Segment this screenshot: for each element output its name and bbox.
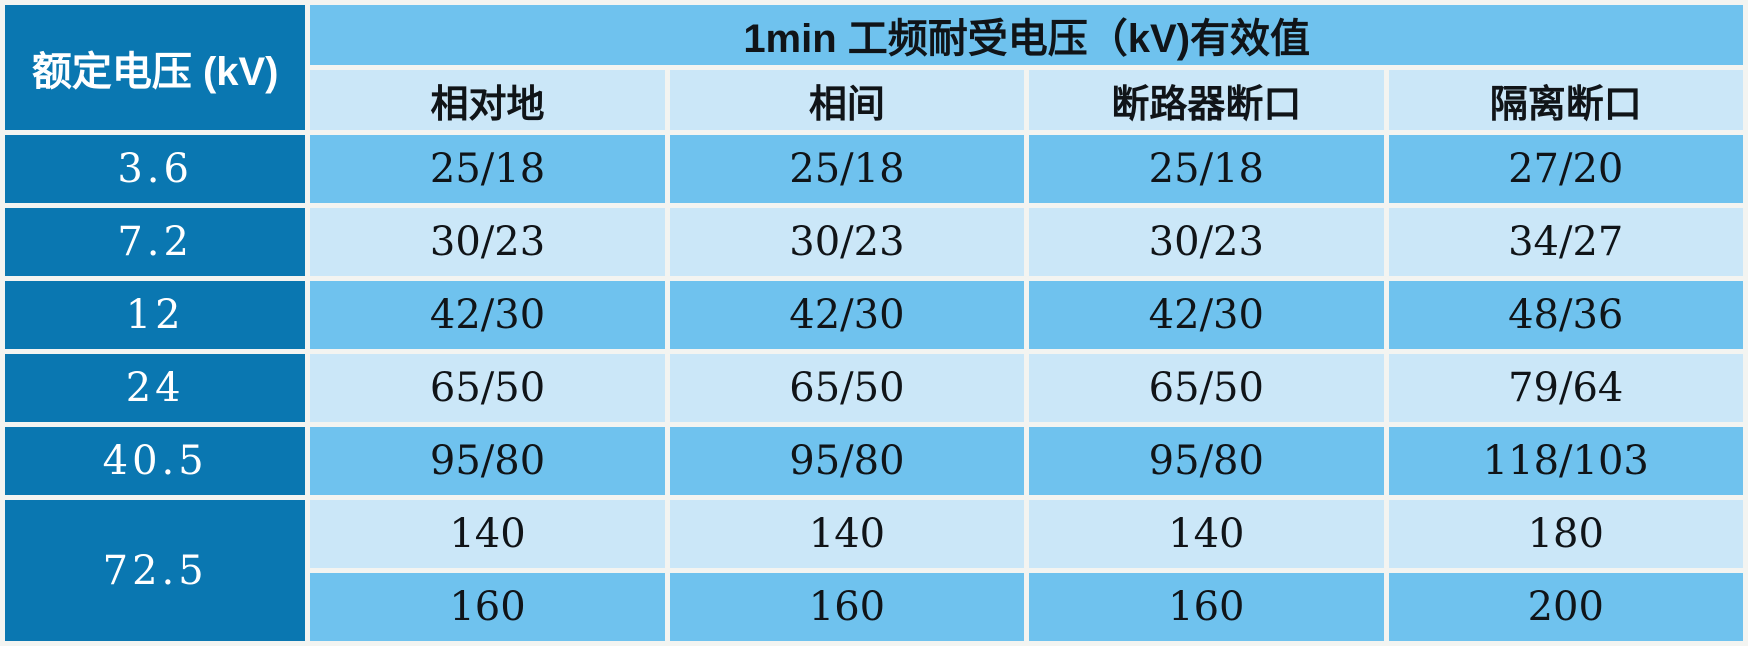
table-row: 12 42/30 42/30 42/30 48/36 <box>5 281 1743 349</box>
value-cell: 160 <box>1029 573 1384 641</box>
rated-voltage-cell: 7.2 <box>5 208 306 276</box>
rated-voltage-header: 额定电压 (kV) <box>5 5 306 130</box>
value-cell: 34/27 <box>1388 208 1743 276</box>
value-cell: 160 <box>310 573 665 641</box>
value-cell: 140 <box>310 500 665 568</box>
table-row: 72.5 140 140 140 180 <box>5 500 1743 641</box>
group-header: 1min 工频耐受电压（kV)有效值 <box>310 5 1743 65</box>
table-row: 40.5 95/80 95/80 95/80 118/103 <box>5 427 1743 495</box>
col-header-isolating-gap: 隔离断口 <box>1388 70 1743 130</box>
table-row: 160 160 160 200 <box>5 573 1743 641</box>
value-cell: 25/18 <box>669 135 1025 203</box>
value-cell: 95/80 <box>669 427 1025 495</box>
col-header-phase-to-phase: 相间 <box>669 70 1025 130</box>
value-cell: 140 <box>669 500 1025 568</box>
col-header-phase-to-earth: 相对地 <box>310 70 665 130</box>
value-cell: 42/30 <box>1029 281 1384 349</box>
value-cell: 42/30 <box>310 281 665 349</box>
value-cell: 140 <box>1029 500 1384 568</box>
rated-voltage-cell: 3.6 <box>5 135 306 203</box>
header-row-columns: 相对地 相间 断路器断口 隔离断口 <box>5 70 1743 130</box>
value-cell: 48/36 <box>1388 281 1743 349</box>
col-header-breaker-gap: 断路器断口 <box>1029 70 1384 130</box>
value-cell: 65/50 <box>1029 354 1384 422</box>
rated-voltage-cell: 12 <box>5 281 306 349</box>
value-cell: 42/30 <box>669 281 1025 349</box>
value-cell: 25/18 <box>1029 135 1384 203</box>
table-row: 7.2 30/23 30/23 30/23 34/27 <box>5 208 1743 276</box>
value-cell: 27/20 <box>1388 135 1743 203</box>
value-cell: 65/50 <box>669 354 1025 422</box>
rated-voltage-cell: 72.5 <box>5 500 306 641</box>
header-row-group: 额定电压 (kV) 1min 工频耐受电压（kV)有效值 <box>5 5 1743 130</box>
value-cell: 160 <box>669 573 1025 641</box>
value-cell: 30/23 <box>1029 208 1384 276</box>
value-cell: 180 <box>1388 500 1743 568</box>
value-cell: 65/50 <box>310 354 665 422</box>
value-cell: 79/64 <box>1388 354 1743 422</box>
rated-voltage-cell: 40.5 <box>5 427 306 495</box>
value-cell: 118/103 <box>1388 427 1743 495</box>
table-row: 24 65/50 65/50 65/50 79/64 <box>5 354 1743 422</box>
value-cell: 30/23 <box>310 208 665 276</box>
value-cell: 30/23 <box>669 208 1025 276</box>
value-cell: 95/80 <box>1029 427 1384 495</box>
rated-voltage-cell: 24 <box>5 354 306 422</box>
table-row: 3.6 25/18 25/18 25/18 27/20 <box>5 135 1743 203</box>
value-cell: 95/80 <box>310 427 665 495</box>
value-cell: 200 <box>1388 573 1743 641</box>
value-cell: 25/18 <box>310 135 665 203</box>
